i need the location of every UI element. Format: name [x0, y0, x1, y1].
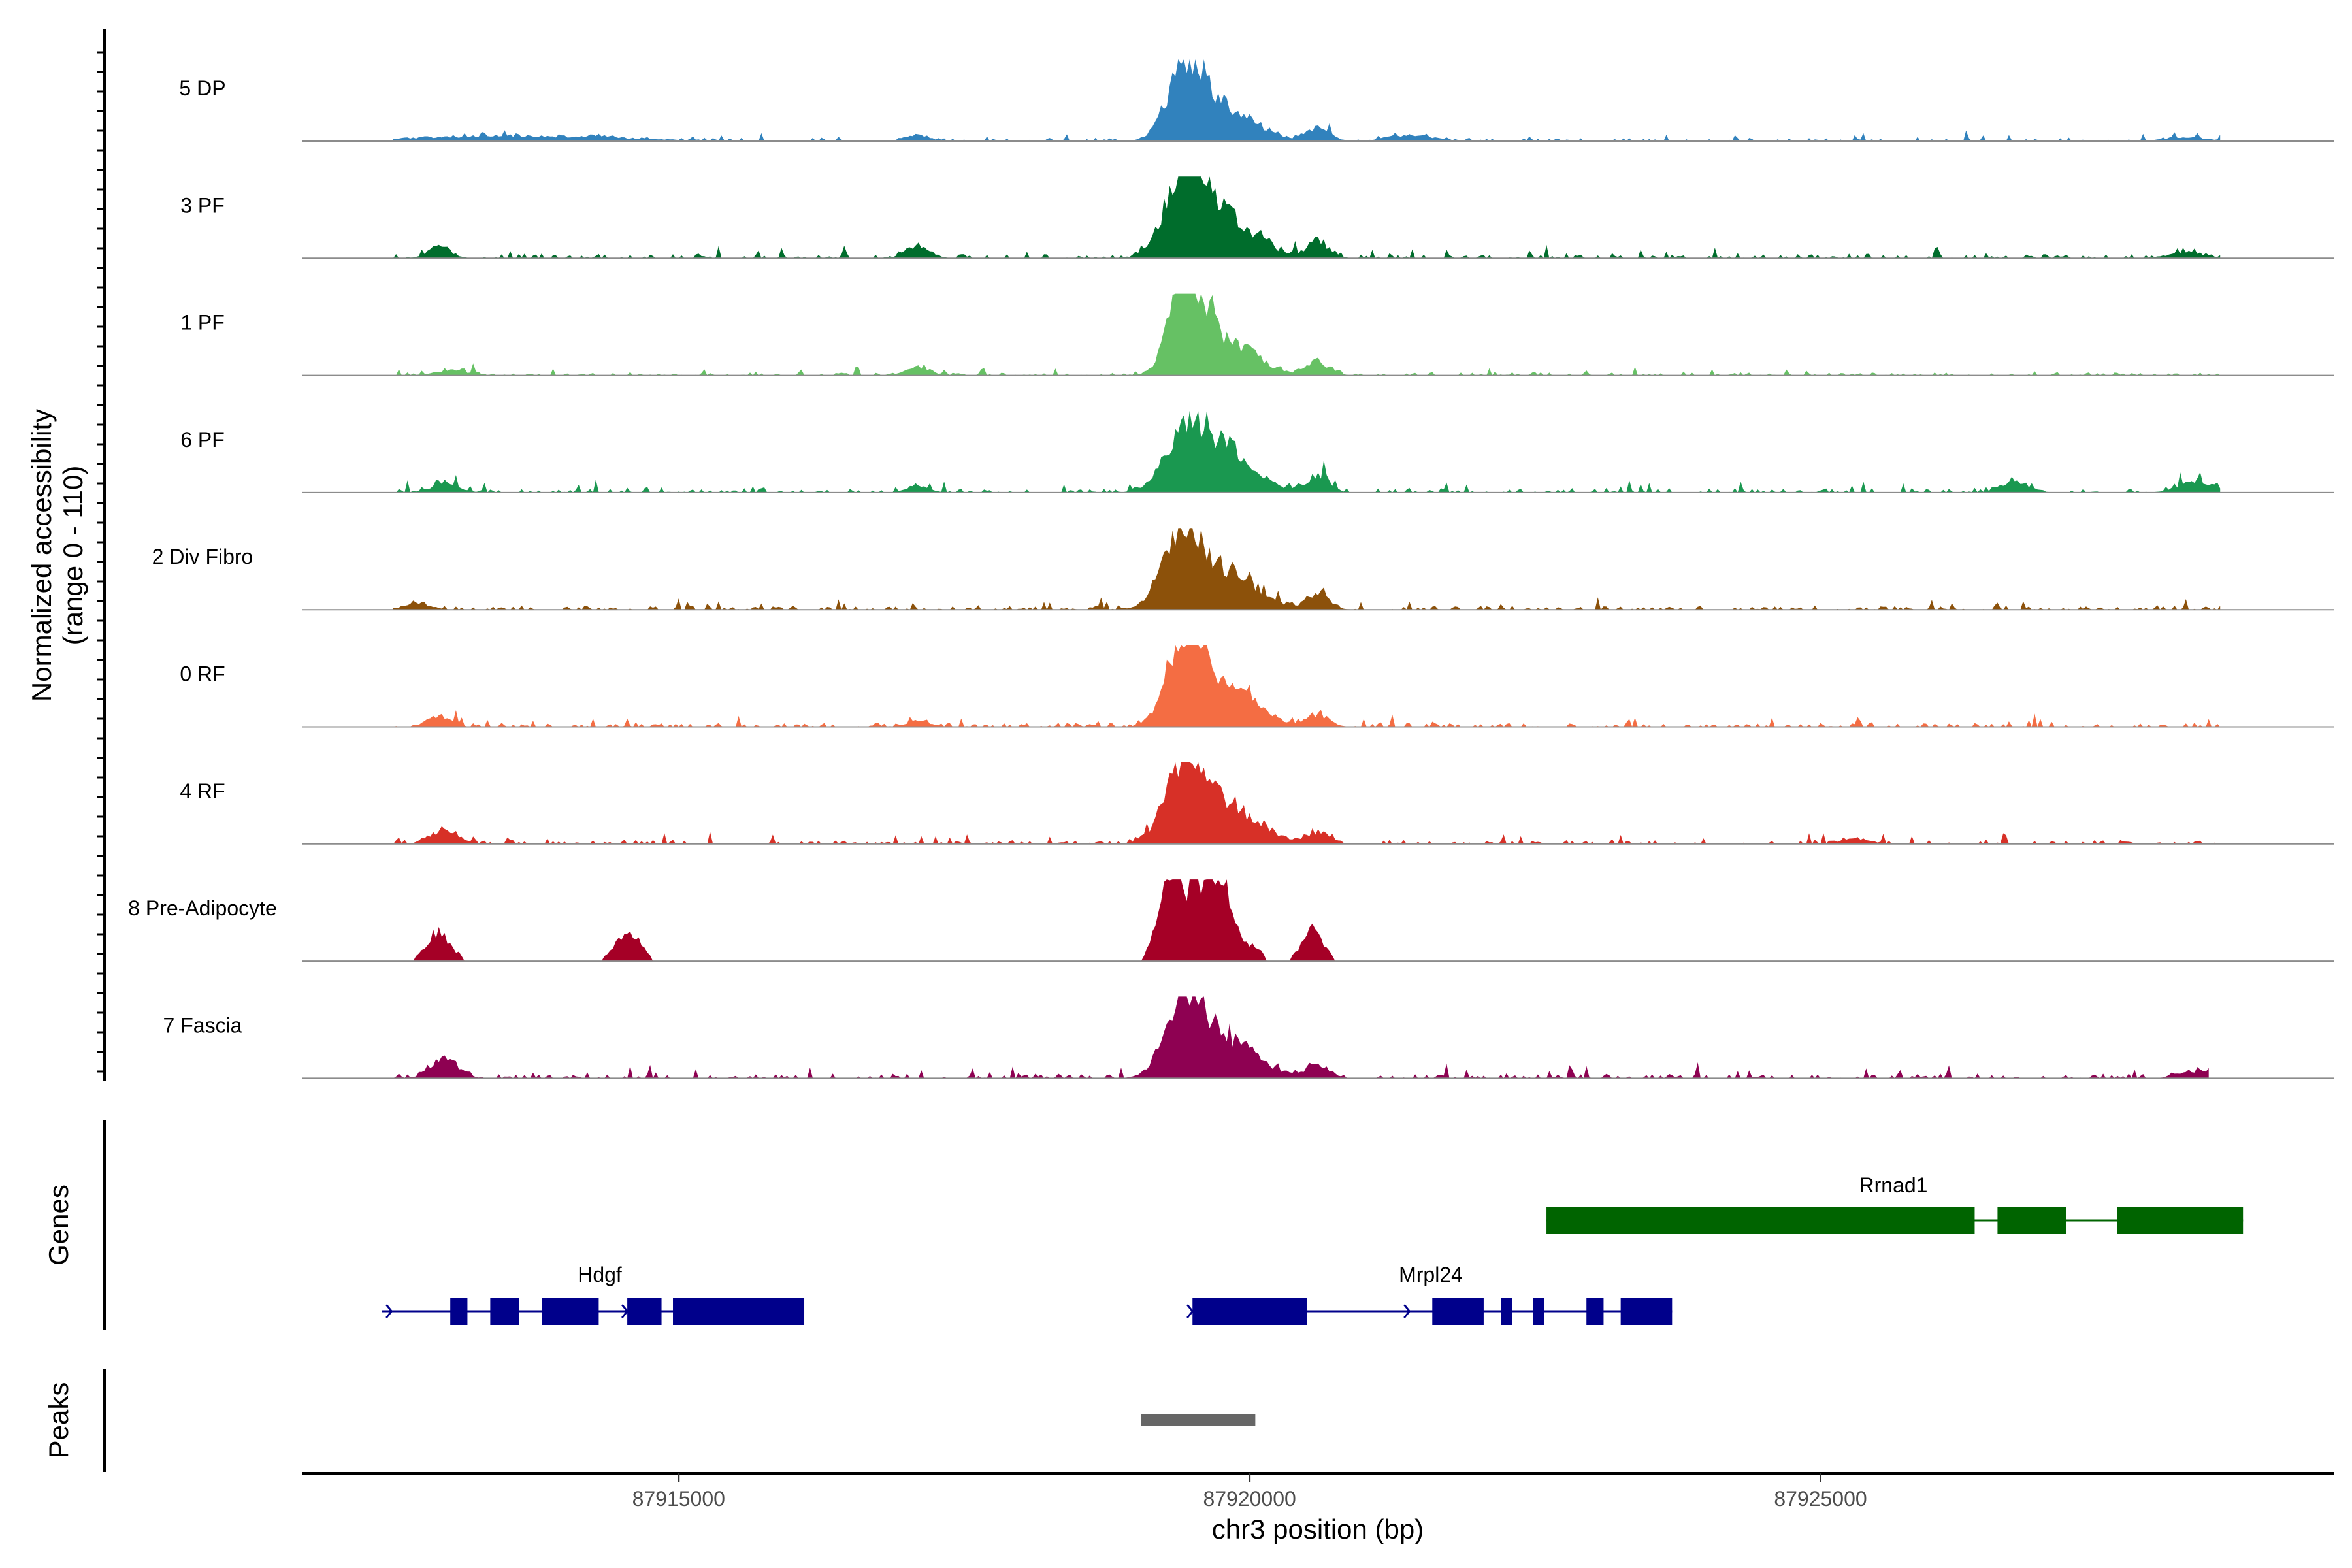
peaks-panel-title: Peaks: [43, 1382, 74, 1459]
x-axis-title: chr3 position (bp): [1212, 1514, 1424, 1544]
gene-exon: [673, 1298, 805, 1325]
strand-arrow: [1186, 1304, 1194, 1318]
gene-exon: [627, 1298, 662, 1325]
gene-label: Hdgf: [578, 1263, 622, 1286]
gene-label: Mrpl24: [1399, 1263, 1463, 1286]
track-label: 5 DP: [179, 76, 225, 100]
x-axis-ticks: 87915000 87920000 87925000: [632, 1473, 1867, 1511]
genes-panel-title: Genes: [43, 1184, 74, 1266]
track-label: 2 Div Fibro: [152, 545, 253, 568]
strand-arrow: [385, 1304, 393, 1318]
strand-arrow: [1403, 1304, 1411, 1318]
track-label: 8 Pre-Adipocyte: [128, 896, 277, 920]
gene-exon: [2117, 1207, 2244, 1234]
coverage-tracks: 5 DP 3 PF 1 PF 6 PF 2 Div Fibro 0 RF 4 RF 8 Pre…: [128, 59, 2334, 1079]
gene-exon: [1620, 1298, 1673, 1325]
y-axis-title: Normalized accessibility: [26, 409, 57, 702]
gene-exon: [1501, 1298, 1512, 1325]
gene-exon: [1546, 1207, 1975, 1234]
gene-exon: [1997, 1207, 2066, 1234]
genes-panel: Hdgf Mrpl24 Rrnad1: [382, 1173, 2244, 1325]
gene-exon: [542, 1298, 599, 1325]
gene-exon: [1586, 1298, 1604, 1325]
strand-arrow: [512, 1304, 520, 1318]
track-label: 0 RF: [180, 662, 225, 686]
track-label: 7 Fascia: [163, 1013, 242, 1037]
gene-exon: [1432, 1298, 1484, 1325]
peak-region: [1141, 1414, 1256, 1426]
strand-arrow: [621, 1304, 629, 1318]
x-tick-label: 87920000: [1203, 1487, 1296, 1511]
gene-label: Rrnad1: [1859, 1173, 1928, 1197]
gene-exon: [1533, 1298, 1544, 1325]
track-label: 4 RF: [180, 779, 225, 803]
gene-exon: [1192, 1298, 1307, 1325]
x-tick-label: 87915000: [632, 1487, 725, 1511]
gene-exon: [490, 1298, 519, 1325]
y-axis-subtitle: (range 0 - 110): [57, 466, 88, 645]
track-label: 3 PF: [180, 193, 225, 217]
gene-exon: [450, 1298, 468, 1325]
track-label: 1 PF: [180, 311, 225, 335]
peaks-panel: [1141, 1414, 1256, 1426]
track-label: 6 PF: [180, 428, 225, 451]
x-tick-label: 87925000: [1774, 1487, 1867, 1511]
